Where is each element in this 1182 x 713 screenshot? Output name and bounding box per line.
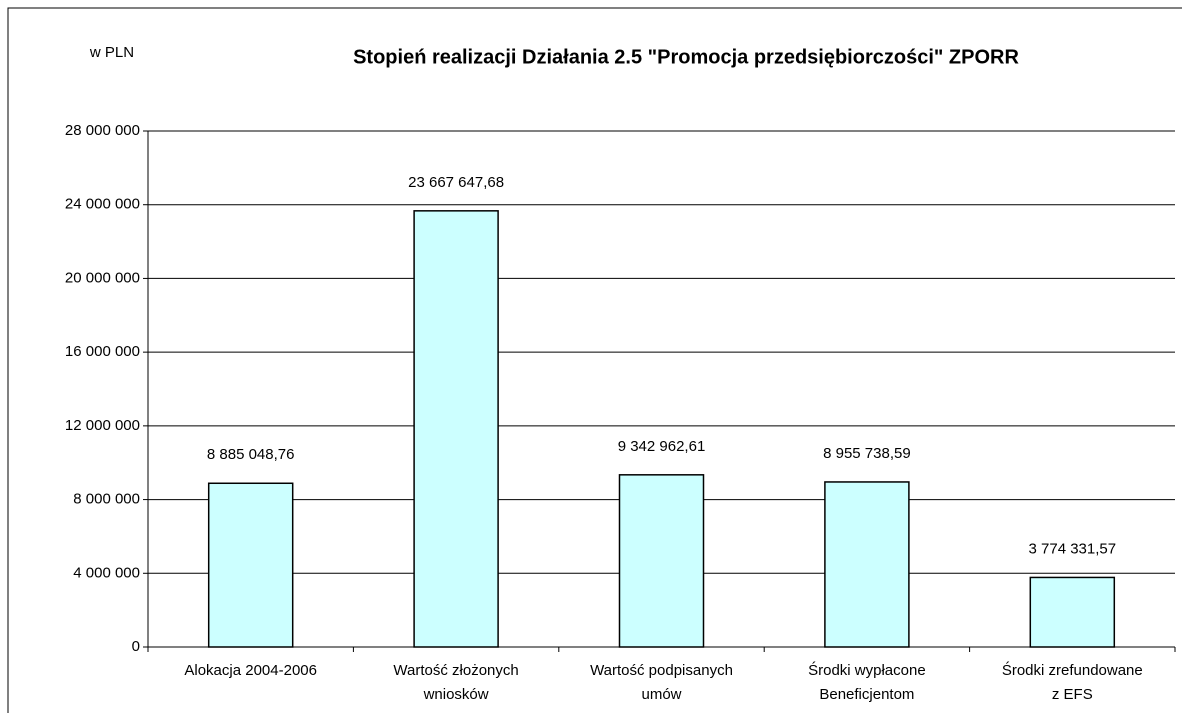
x-tick-label: Alokacja 2004-2006: [184, 662, 317, 679]
y-tick-label: 24 000 000: [65, 196, 140, 213]
data-label: 3 774 331,57: [1029, 540, 1117, 557]
x-tick-label: Środki wypłacone Beneficjentom: [808, 662, 926, 703]
x-tick-label: Wartość podpisanych umów: [590, 662, 733, 703]
y-tick-label: 0: [132, 638, 140, 655]
y-axis-label: w PLN: [89, 44, 134, 61]
data-label: 9 342 962,61: [618, 438, 706, 455]
y-tick-label: 28 000 000: [65, 122, 140, 139]
y-tick-label: 8 000 000: [73, 491, 140, 508]
x-tick-label: Środki zrefundowane z EFS: [1001, 662, 1143, 703]
data-label: 8 885 048,76: [207, 446, 295, 463]
y-tick-label: 12 000 000: [65, 417, 140, 434]
bar: [207, 482, 294, 648]
bar: [1029, 576, 1116, 648]
bar: [413, 210, 499, 648]
y-tick-label: 20 000 000: [65, 269, 140, 286]
bar: [824, 481, 910, 648]
x-tick-label: Wartość złożonych wniosków: [393, 662, 519, 703]
bar: [618, 474, 705, 648]
data-label: 23 667 647,68: [408, 174, 504, 191]
y-tick-label: 16 000 000: [65, 343, 140, 360]
data-label: 8 955 738,59: [823, 445, 911, 462]
y-tick-label: 4 000 000: [73, 564, 140, 581]
chart-border: [7, 7, 1182, 713]
chart-title: Stopień realizacji Działania 2.5 "Promoc…: [353, 46, 1019, 68]
